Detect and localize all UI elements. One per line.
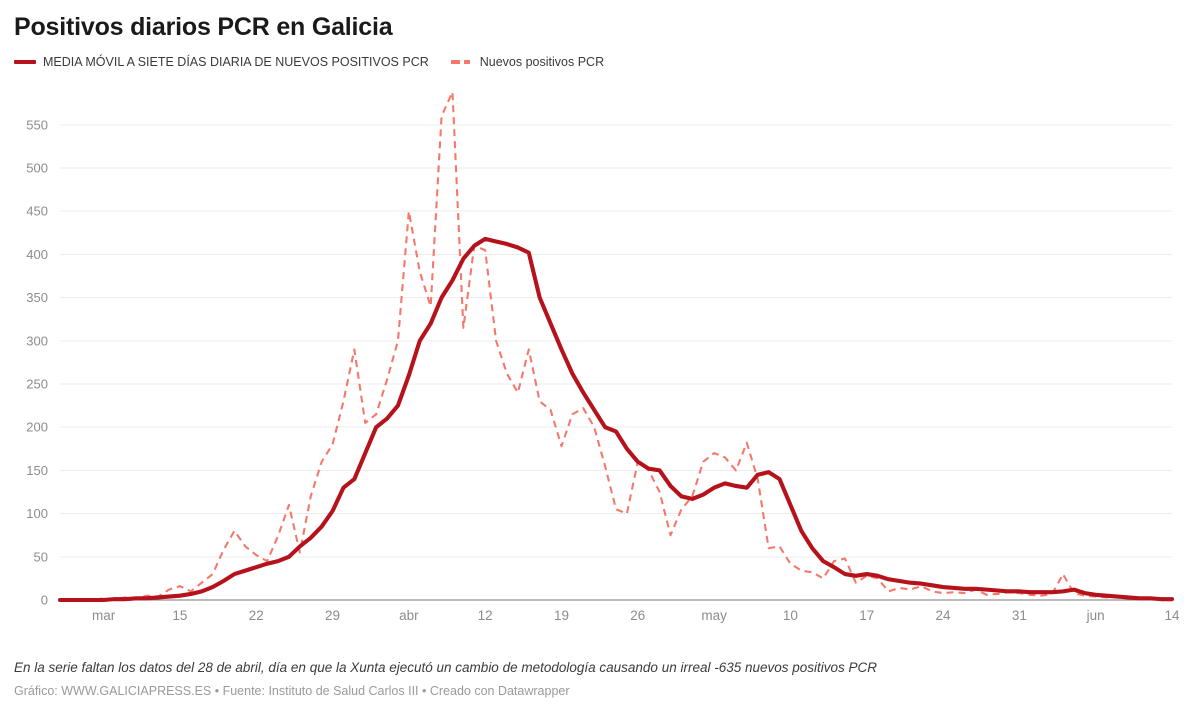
- x-axis-tick-label: jun: [1086, 608, 1105, 623]
- y-axis-tick-label: 50: [34, 549, 48, 564]
- x-axis-tick-label: 22: [249, 608, 264, 623]
- y-axis-tick-label: 100: [26, 506, 48, 521]
- x-axis-tick-label: 17: [859, 608, 874, 623]
- y-axis-tick-label: 500: [26, 161, 48, 176]
- y-axis-tick-label: 450: [26, 204, 48, 219]
- x-axis-tick-label: 24: [936, 608, 952, 623]
- chart-note: En la serie faltan los datos del 28 de a…: [14, 660, 878, 675]
- y-axis-tick-label: 150: [26, 463, 48, 478]
- y-axis-tick-label: 250: [26, 377, 48, 392]
- x-axis-tick-label: abr: [399, 608, 419, 623]
- y-axis-tick-label: 0: [41, 593, 48, 608]
- chart-legend: MEDIA MÓVIL A SIETE DÍAS DIARIA DE NUEVO…: [14, 53, 1185, 71]
- y-axis-tick-label: 400: [26, 247, 48, 262]
- line-solid-icon: [14, 60, 36, 64]
- x-axis-tick-label: 12: [478, 608, 493, 623]
- line-dashed-icon: [450, 60, 473, 64]
- y-axis-tick-label: 550: [26, 117, 48, 132]
- legend-item-media-movil[interactable]: MEDIA MÓVIL A SIETE DÍAS DIARIA DE NUEVO…: [14, 55, 429, 69]
- y-axis-tick-label: 350: [26, 290, 48, 305]
- series-line-media-movil: [57, 236, 1175, 603]
- x-axis-tick-label: mar: [92, 608, 116, 623]
- y-axis-tick-label: 300: [26, 333, 48, 348]
- x-axis-tick-label: 10: [783, 608, 798, 623]
- legend-label-media-movil: MEDIA MÓVIL A SIETE DÍAS DIARIA DE NUEVO…: [43, 55, 429, 69]
- chart-footer: En la serie faltan los datos del 28 de a…: [14, 659, 1174, 699]
- legend-label-nuevos-positivos: Nuevos positivos PCR: [479, 55, 605, 69]
- x-axis-tick-label: 26: [630, 608, 645, 623]
- x-axis-tick-label: 15: [172, 608, 187, 623]
- y-axis-tick-label: 200: [26, 420, 48, 435]
- x-axis-tick-label: 19: [554, 608, 569, 623]
- x-axis-tick-label: 29: [325, 608, 340, 623]
- x-axis-tick-label: 31: [1012, 608, 1027, 623]
- chart-credit: Gráfico: WWW.GALICIAPRESS.ES • Fuente: I…: [14, 684, 570, 698]
- x-axis-tick-label: may: [701, 608, 727, 623]
- series-line-nuevos-positivos: [60, 90, 1173, 602]
- page-title: Positivos diarios PCR en Galicia: [14, 13, 393, 41]
- x-axis-tick-label: 14: [1164, 608, 1180, 623]
- legend-item-nuevos-positivos[interactable]: Nuevos positivos PCR: [450, 55, 605, 69]
